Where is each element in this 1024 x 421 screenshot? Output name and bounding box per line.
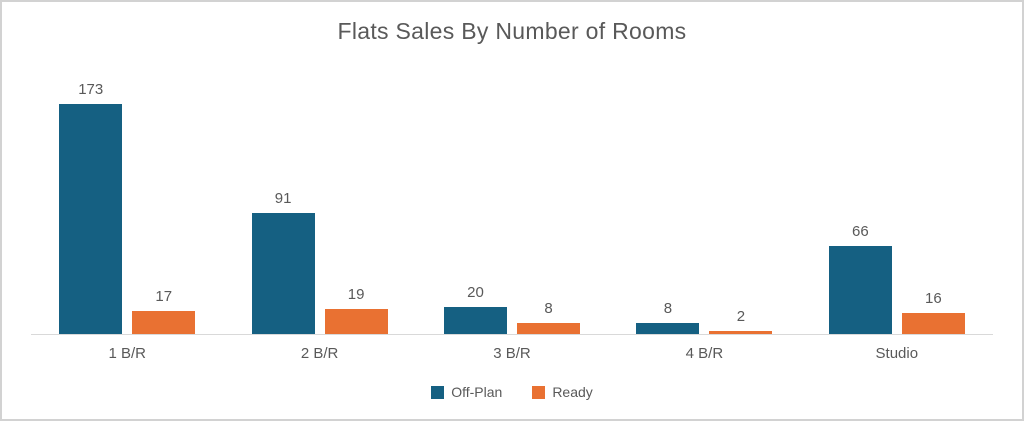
bar-ready-1-b-r: 17 xyxy=(132,288,196,334)
plot-area: 173 17 91 19 20 8 8 2 66 16 xyxy=(31,81,993,335)
legend-label-off-plan: Off-Plan xyxy=(451,384,503,400)
bar-ready-4-b-r: 2 xyxy=(709,308,773,334)
data-label-off-plan-4-b-r: 8 xyxy=(663,300,673,317)
data-label-off-plan-studio: 66 xyxy=(851,223,869,240)
legend-label-ready: Ready xyxy=(552,384,593,400)
bar-group-3-b-r: 20 8 xyxy=(416,105,608,334)
bar-group-2-b-r: 91 19 xyxy=(223,105,415,334)
x-axis-label-4-b-r: 4 B/R xyxy=(685,345,724,362)
bar-ready-2-b-r: 19 xyxy=(324,286,388,334)
data-label-ready-2-b-r: 19 xyxy=(347,286,365,303)
data-label-ready-3-b-r: 8 xyxy=(544,300,553,317)
bar-off-plan-1-b-r: 173 xyxy=(59,81,123,334)
x-axis-label-studio: Studio xyxy=(875,345,919,362)
data-label-off-plan-1-b-r: 173 xyxy=(78,81,104,98)
bar-ready-studio: 16 xyxy=(901,290,965,334)
bar-off-plan-4-b-r: 8 xyxy=(636,300,700,334)
chart-title: Flats Sales By Number of Rooms xyxy=(337,18,687,44)
bar-off-plan-3-b-r: 20 xyxy=(444,284,508,334)
x-axis-label-2-b-r: 2 B/R xyxy=(300,345,339,362)
legend-item-off-plan: Off-Plan xyxy=(431,384,502,400)
data-label-off-plan-3-b-r: 20 xyxy=(467,284,484,301)
x-axis: 1 B/R 2 B/R 3 B/R 4 B/R Studio xyxy=(31,345,993,362)
legend-swatch-off-plan xyxy=(431,385,445,399)
legend: Off-Plan Ready xyxy=(2,384,1022,400)
x-axis-label-3-b-r: 3 B/R xyxy=(493,345,531,362)
legend-swatch-ready xyxy=(532,385,546,399)
bar-group-1-b-r: 173 17 xyxy=(31,81,223,334)
bar-group-studio: 66 16 xyxy=(801,105,993,334)
bar-ready-3-b-r: 8 xyxy=(517,300,581,334)
bar-off-plan-2-b-r: 91 xyxy=(251,190,315,334)
data-label-ready-1-b-r: 17 xyxy=(155,288,173,305)
x-axis-label-1-b-r: 1 B/R xyxy=(108,345,146,362)
data-label-off-plan-2-b-r: 91 xyxy=(274,190,292,207)
bar-off-plan-studio: 66 xyxy=(828,223,892,334)
legend-item-ready: Ready xyxy=(532,384,593,400)
data-label-ready-4-b-r: 2 xyxy=(736,308,746,325)
data-label-ready-studio: 16 xyxy=(924,290,942,307)
